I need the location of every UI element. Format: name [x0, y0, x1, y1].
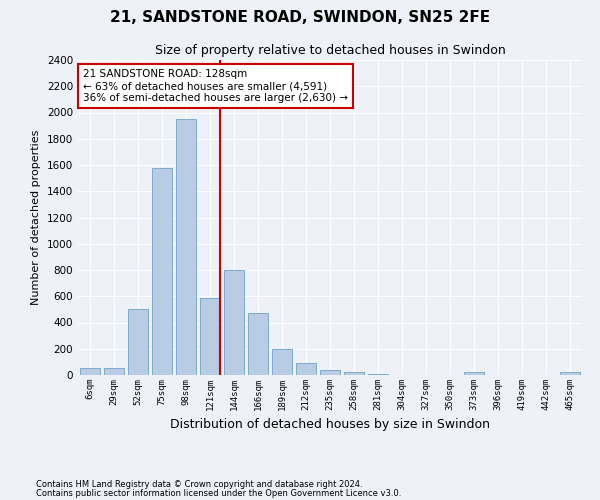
Y-axis label: Number of detached properties: Number of detached properties [31, 130, 41, 305]
Bar [296, 363, 316, 375]
X-axis label: Distribution of detached houses by size in Swindon: Distribution of detached houses by size … [170, 418, 490, 432]
Bar [368, 374, 388, 375]
Bar [560, 372, 580, 375]
Title: Size of property relative to detached houses in Swindon: Size of property relative to detached ho… [155, 44, 505, 58]
Text: 21, SANDSTONE ROAD, SWINDON, SN25 2FE: 21, SANDSTONE ROAD, SWINDON, SN25 2FE [110, 10, 490, 25]
Bar [248, 312, 268, 375]
Bar [152, 168, 172, 375]
Bar [176, 119, 196, 375]
Bar [104, 368, 124, 375]
Bar [80, 368, 100, 375]
Bar [200, 298, 220, 375]
Bar [464, 372, 484, 375]
Bar [128, 310, 148, 375]
Bar [272, 350, 292, 375]
Text: Contains HM Land Registry data © Crown copyright and database right 2024.: Contains HM Land Registry data © Crown c… [36, 480, 362, 489]
Text: Contains public sector information licensed under the Open Government Licence v3: Contains public sector information licen… [36, 489, 401, 498]
Bar [224, 270, 244, 375]
Bar [344, 372, 364, 375]
Bar [320, 370, 340, 375]
Text: 21 SANDSTONE ROAD: 128sqm
← 63% of detached houses are smaller (4,591)
36% of se: 21 SANDSTONE ROAD: 128sqm ← 63% of detac… [83, 70, 348, 102]
